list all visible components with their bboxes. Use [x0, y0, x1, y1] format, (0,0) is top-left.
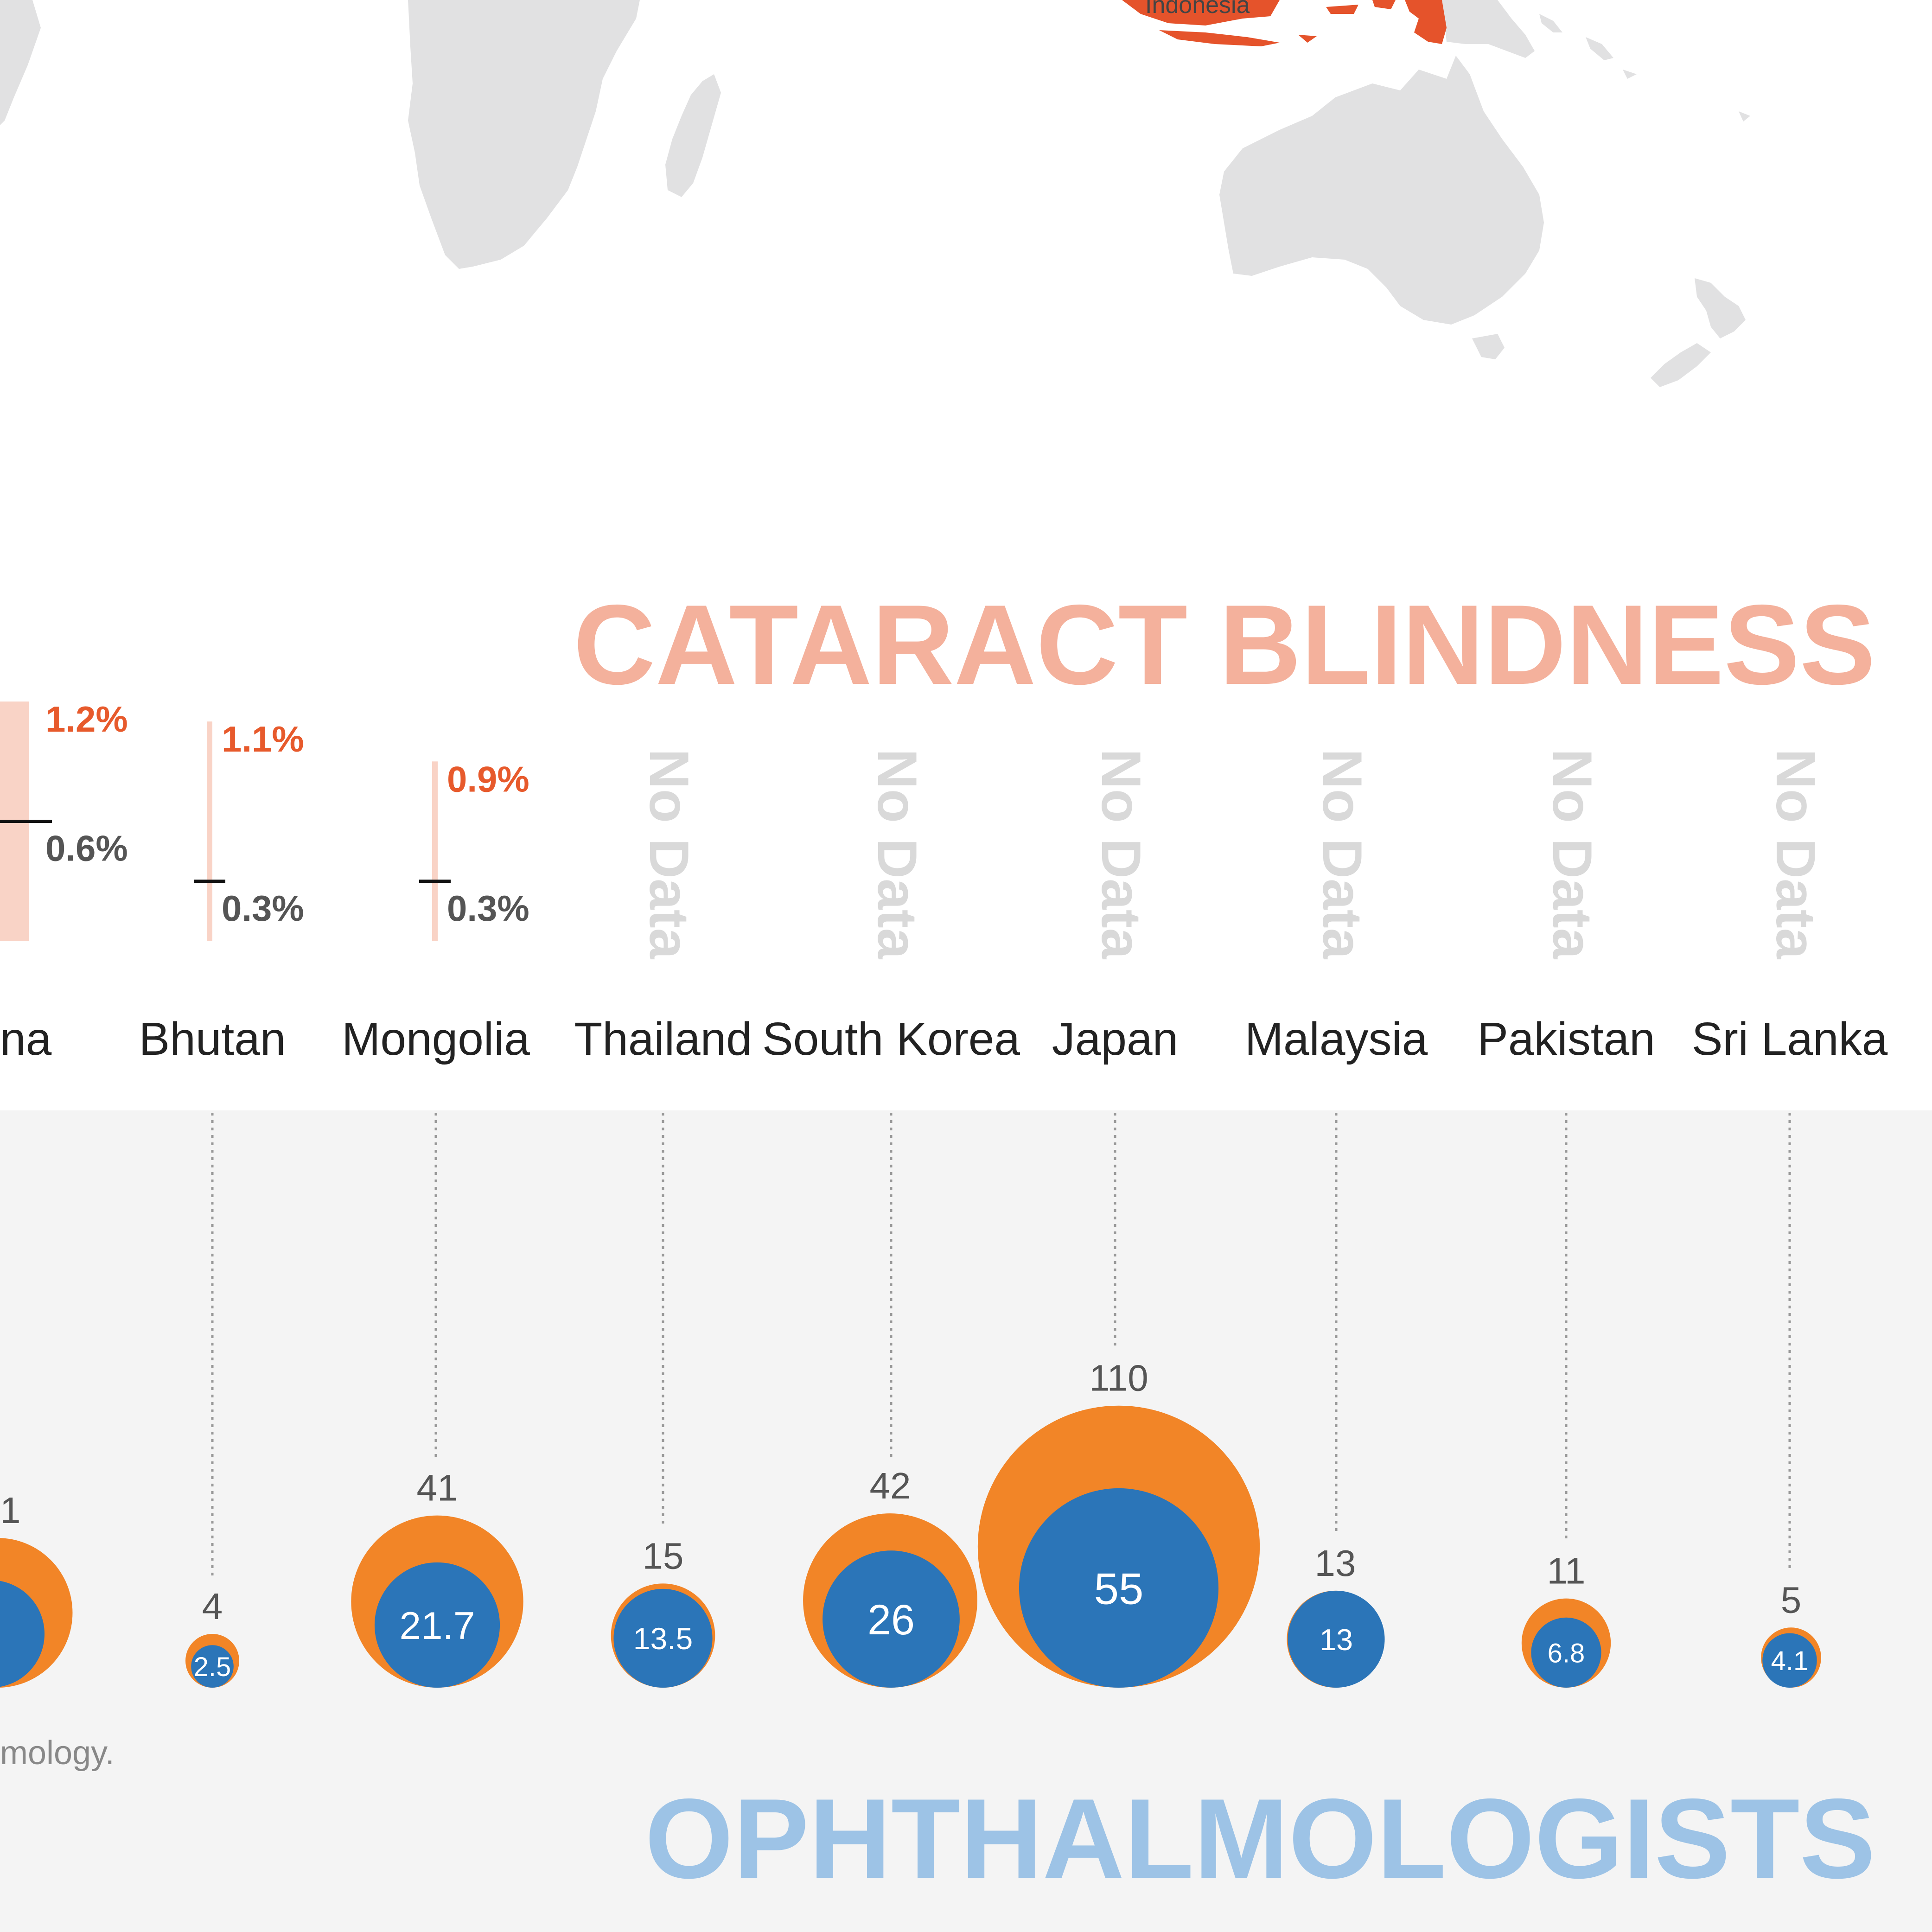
- cataract-range-bar-mongolia: [432, 761, 438, 941]
- map-new-guinea: [1442, 0, 1535, 58]
- map-label-indonesia: Indonesia: [1145, 0, 1250, 19]
- map-island-1: [1539, 14, 1562, 32]
- country-label-bhutan: Bhutan: [139, 1013, 286, 1065]
- inner-bubble-malaysia: [1288, 1590, 1385, 1688]
- outer-value-bhutan: 4: [202, 1586, 223, 1627]
- inner-bubble-bhutan: [191, 1645, 234, 1688]
- cataract-low-label-bhutan: 0.3%: [222, 888, 304, 929]
- map-australia: [1219, 56, 1544, 325]
- world-map: Indonesia: [0, 0, 1750, 387]
- map-new-zealand-south: [1651, 343, 1711, 387]
- no-data-label-pakistan: No Data: [1541, 749, 1603, 960]
- outer-value-sri-lanka: 5: [1781, 1579, 1802, 1620]
- outer-value-pakistan: 11: [1547, 1550, 1585, 1592]
- country-label-sri-lanka: Sri Lanka: [1692, 1013, 1888, 1065]
- inner-value-thailand: 13.5: [633, 1621, 693, 1656]
- outer-value-thailand: 15: [643, 1535, 684, 1576]
- cataract-high-label-bhutan: 1.1%: [222, 719, 304, 759]
- cataract-high-label-china: 1.2%: [45, 699, 128, 740]
- cataract-low-label-china: 0.6%: [45, 828, 128, 869]
- country-labels: na Bhutan Mongolia Thailand South Korea Japan…: [0, 1013, 1888, 1578]
- outer-value-south-korea: 42: [870, 1465, 911, 1506]
- inner-bubble-south-korea: [823, 1550, 960, 1688]
- map-africa-west-edge: [0, 0, 41, 125]
- country-label-pakistan: Pakistan: [1477, 1013, 1655, 1065]
- map-tasmania: [1472, 334, 1505, 359]
- inner-bubble-sri-lanka: [1762, 1633, 1817, 1688]
- inner-value-mongolia: 21.7: [399, 1604, 475, 1647]
- country-label-china: na: [0, 1013, 52, 1065]
- map-island-4: [1739, 111, 1750, 121]
- inner-value-pakistan: 6.8: [1548, 1638, 1585, 1668]
- country-label-mongolia: Mongolia: [342, 1013, 530, 1065]
- map-madagascar: [665, 74, 721, 197]
- country-label-malaysia: Malaysia: [1245, 1013, 1428, 1065]
- cataract-blindness-chart: 1.2% 0.6% 1.1% 0.3% 0.9% 0.3% No Data No Data No…: [0, 699, 1827, 960]
- ophthalmologists-panel-background: [0, 1110, 1932, 1932]
- map-southern-africa: [408, 0, 640, 269]
- footnote-fragment: mology.: [0, 1734, 115, 1772]
- country-label-thailand: Thailand: [574, 1013, 752, 1065]
- country-label-japan: Japan: [1052, 1013, 1178, 1065]
- inner-bubble-mongolia: [374, 1562, 500, 1688]
- map-new-zealand-north: [1695, 278, 1746, 338]
- inner-value-japan: 55: [1094, 1564, 1144, 1613]
- inner-bubble-pakistan: [1531, 1617, 1601, 1688]
- no-data-label-sri-lanka: No Data: [1765, 749, 1827, 960]
- inner-bubble-japan: [1019, 1488, 1219, 1688]
- country-label-south-korea: South Korea: [762, 1013, 1020, 1065]
- no-data-label-malaysia: No Data: [1311, 749, 1373, 960]
- outer-value-mongolia: 41: [417, 1467, 458, 1509]
- inner-value-sri-lanka: 4.1: [1771, 1646, 1809, 1676]
- map-island-2: [1586, 37, 1613, 60]
- outer-value-japan: 110: [1089, 1358, 1148, 1399]
- inner-value-south-korea: 26: [867, 1596, 915, 1644]
- map-island-3: [1623, 70, 1637, 79]
- outer-value-china: 1: [0, 1490, 21, 1531]
- inner-value-malaysia: 13: [1320, 1623, 1353, 1657]
- outer-value-malaysia: 13: [1315, 1543, 1356, 1584]
- cataract-low-label-mongolia: 0.3%: [447, 888, 529, 929]
- cataract-range-bar-bhutan: [207, 721, 212, 941]
- no-data-label-thailand: No Data: [638, 749, 700, 960]
- cataract-blindness-title: CATARACT BLINDNESS: [574, 581, 1875, 708]
- map-indonesia: [1122, 0, 1447, 46]
- no-data-label-south-korea: No Data: [866, 749, 928, 960]
- inner-bubble-thailand: [613, 1588, 713, 1688]
- cataract-high-label-mongolia: 0.9%: [447, 759, 529, 799]
- inner-value-bhutan: 2.5: [194, 1652, 231, 1682]
- inner-bubble-china: [0, 1581, 45, 1687]
- no-data-label-japan: No Data: [1090, 749, 1152, 960]
- ophthalmologists-title: OPHTHALMOLOGISTS: [645, 1775, 1875, 1902]
